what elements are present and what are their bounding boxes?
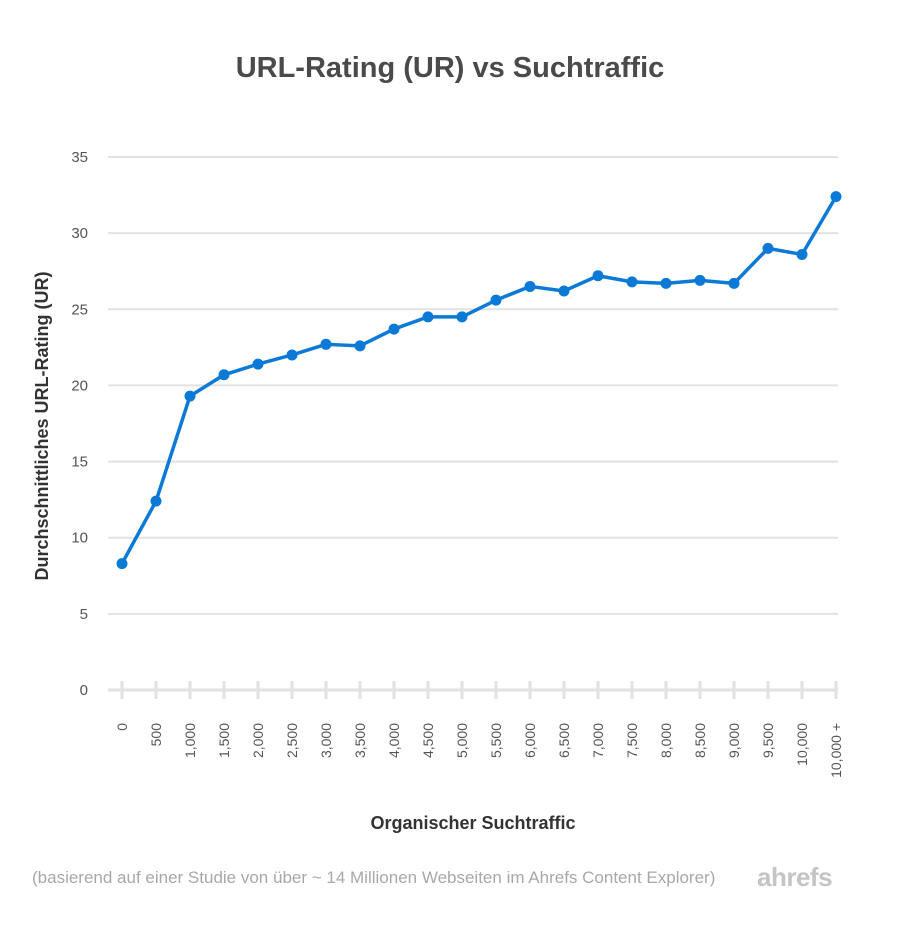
data-point [456,311,468,323]
x-tick-label: 9,500 [760,723,776,758]
data-point [252,358,264,370]
x-tick-label: 5,000 [454,723,470,758]
data-point [490,294,502,306]
data-point [422,311,434,323]
data-point [116,558,128,570]
y-tick-label: 15 [71,454,88,471]
footnote: (basierend auf einer Studie von über ~ 1… [32,868,716,887]
data-point [626,276,638,288]
data-point [762,242,774,254]
gridlines [108,156,838,615]
data-point [592,270,604,282]
x-axis [108,681,838,699]
y-axis-ticks: 0 5 10 15 20 25 30 35 [71,149,88,699]
data-point [184,390,196,402]
data-point [388,323,400,335]
series-line [120,195,838,565]
data-point [286,349,298,361]
chart-title: URL-Rating (UR) vs Suchtraffic [235,52,665,84]
data-point [660,277,672,289]
data-point [524,280,536,292]
x-tick-label: 500 [148,723,164,747]
data-points [116,191,842,570]
x-tick-label: 8,000 [658,723,674,758]
x-tick-label: 2,500 [284,723,300,758]
y-axis-label: Durchschnittliches URL-Rating (UR) [32,271,52,580]
data-point [796,248,808,260]
data-point [694,274,706,286]
data-point [558,285,570,297]
x-tick-label: 9,000 [726,723,742,758]
y-tick-label: 20 [71,377,88,394]
y-tick-label: 0 [80,682,88,699]
x-tick-label: 10,000 + [828,723,844,778]
data-point [150,495,162,507]
y-tick-label: 25 [71,301,88,318]
y-tick-label: 30 [71,225,88,242]
x-tick-label: 1,000 [182,723,198,758]
y-tick-label: 5 [80,606,88,623]
x-tick-label: 6,000 [522,723,538,758]
x-tick-label: 3,500 [352,723,368,758]
data-point [830,191,842,203]
data-point [728,277,740,289]
x-tick-label: 10,000 [794,723,810,766]
y-tick-label: 35 [71,149,88,166]
brand-logo: ahrefs [757,862,833,892]
x-tick-label: 8,500 [692,723,708,758]
x-tick-label: 1,500 [216,723,232,758]
x-tick-label: 0 [114,723,130,731]
data-point [354,340,366,352]
x-tick-label: 6,500 [556,723,572,758]
data-point [320,338,332,350]
x-tick-label: 4,500 [420,723,436,758]
x-tick-label: 7,500 [624,723,640,758]
x-tick-label: 4,000 [386,723,402,758]
x-tick-label: 2,000 [250,723,266,758]
x-axis-label: Organischer Suchtraffic [370,813,575,833]
y-tick-label: 10 [71,530,88,547]
x-tick-label: 3,000 [318,723,334,758]
x-tick-label: 7,000 [590,723,606,758]
data-point [218,369,230,381]
x-tick-label: 5,500 [488,723,504,758]
x-axis-ticks: 0 500 1,000 1,500 2,000 2,500 3,000 3,500 4,000 4… [114,723,844,778]
